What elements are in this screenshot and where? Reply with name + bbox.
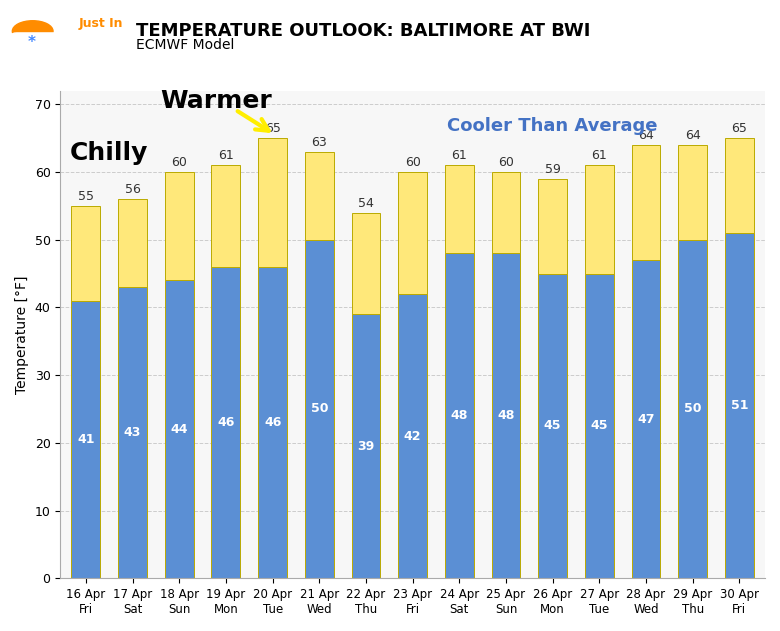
Bar (211, 165, 240, 267)
Text: 42: 42 (404, 430, 421, 442)
Bar (258, 138, 287, 267)
Text: 51: 51 (731, 399, 748, 412)
Text: *: * (27, 35, 36, 50)
Text: 64: 64 (685, 129, 700, 142)
Text: ECMWF Model: ECMWF Model (136, 38, 235, 52)
Bar (72, 206, 101, 300)
Text: 41: 41 (77, 433, 94, 446)
Text: 59: 59 (544, 163, 561, 176)
Circle shape (12, 21, 53, 42)
Bar (725, 233, 753, 578)
Text: 61: 61 (452, 150, 467, 163)
Text: 56: 56 (125, 184, 140, 196)
Text: 48: 48 (498, 410, 515, 422)
Bar (445, 165, 473, 253)
Text: Just In: Just In (79, 17, 123, 30)
Bar (678, 240, 707, 578)
Bar (258, 267, 287, 578)
Bar (632, 145, 661, 260)
Bar (165, 172, 193, 280)
Text: 65: 65 (732, 122, 747, 136)
Bar (398, 294, 427, 578)
Text: 45: 45 (544, 420, 562, 432)
Text: 46: 46 (264, 416, 282, 429)
Bar (398, 172, 427, 294)
Text: 45: 45 (590, 420, 608, 432)
Bar (585, 274, 614, 578)
Text: 39: 39 (357, 440, 374, 452)
Bar (305, 151, 334, 240)
Bar (538, 179, 567, 274)
Bar (211, 267, 240, 578)
Bar (165, 280, 193, 578)
Text: 54: 54 (358, 197, 374, 210)
Text: Weather: Weather (79, 36, 139, 49)
Bar (118, 199, 147, 287)
Bar (538, 274, 567, 578)
Bar (491, 172, 520, 253)
Bar (352, 213, 381, 314)
Text: 43: 43 (124, 426, 141, 439)
Text: Warmer: Warmer (161, 89, 272, 113)
FancyBboxPatch shape (11, 33, 62, 52)
Bar (72, 300, 101, 578)
Text: 55: 55 (78, 190, 94, 203)
Bar (491, 253, 520, 578)
Text: 60: 60 (172, 156, 187, 169)
Text: Cooler Than Average: Cooler Than Average (448, 117, 658, 135)
Bar (585, 165, 614, 274)
Text: TEMPERATURE OUTLOOK: BALTIMORE AT BWI: TEMPERATURE OUTLOOK: BALTIMORE AT BWI (136, 22, 591, 40)
Text: 47: 47 (637, 413, 654, 426)
Text: 61: 61 (591, 150, 607, 163)
Text: Chilly: Chilly (70, 141, 148, 165)
Text: 60: 60 (498, 156, 514, 169)
Bar (725, 138, 753, 233)
Text: 46: 46 (218, 416, 235, 429)
Text: 50: 50 (684, 403, 701, 415)
Bar (678, 145, 707, 240)
Text: 64: 64 (638, 129, 654, 142)
Text: 61: 61 (218, 150, 234, 163)
Text: 48: 48 (451, 410, 468, 422)
Text: 63: 63 (311, 136, 327, 149)
Bar (118, 287, 147, 578)
Bar (632, 260, 661, 578)
Bar (352, 314, 381, 578)
Bar (305, 240, 334, 578)
Text: 60: 60 (405, 156, 420, 169)
Text: 65: 65 (264, 122, 281, 136)
Y-axis label: Temperature [°F]: Temperature [°F] (15, 275, 29, 394)
Text: 50: 50 (310, 403, 328, 415)
Text: 44: 44 (171, 423, 188, 436)
Bar (445, 253, 473, 578)
